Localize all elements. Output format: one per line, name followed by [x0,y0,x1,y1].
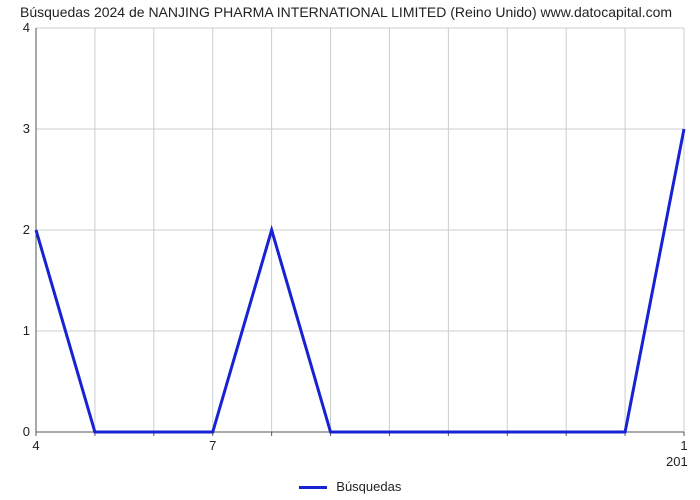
x-tick-label: 4 [26,438,46,453]
secondary-x-label: 201 [666,454,688,469]
x-tick-label: 7 [203,438,223,453]
legend-label: Búsquedas [336,479,401,494]
line-chart [0,0,700,500]
y-tick-label: 3 [10,121,30,136]
y-tick-label: 0 [10,424,30,439]
y-tick-label: 2 [10,222,30,237]
x-tick-label: 1 [674,438,694,453]
legend: Búsquedas [0,479,700,494]
legend-line-swatch [299,486,327,489]
y-tick-label: 1 [10,323,30,338]
y-tick-label: 4 [10,20,30,35]
